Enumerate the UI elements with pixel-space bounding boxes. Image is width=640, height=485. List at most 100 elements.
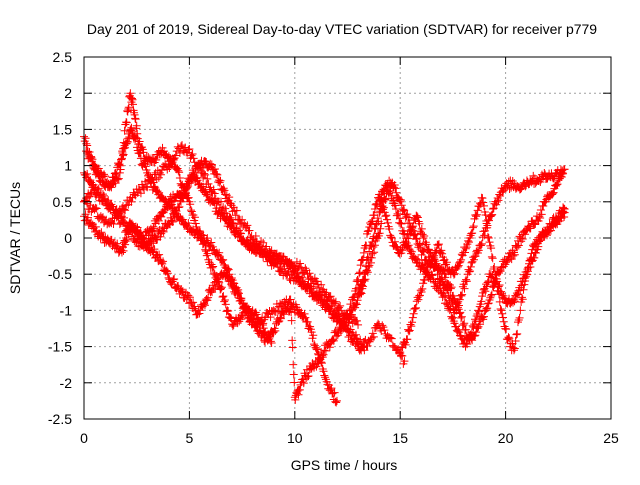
data-point [273, 262, 282, 271]
data-point [509, 251, 518, 260]
data-point [132, 121, 141, 130]
data-point [422, 240, 431, 249]
data-point [210, 270, 219, 279]
data-point [322, 288, 331, 297]
data-point [484, 299, 493, 308]
data-point [169, 217, 178, 226]
data-point [358, 342, 367, 351]
data-point [290, 378, 299, 387]
data-point [125, 223, 134, 232]
data-point [367, 241, 376, 250]
data-point [332, 398, 341, 407]
data-point [81, 134, 90, 143]
data-point [396, 352, 405, 361]
data-point [454, 301, 463, 310]
data-point [549, 188, 558, 197]
data-point [303, 317, 312, 326]
data-point [195, 309, 204, 318]
series-trace-j [82, 89, 276, 347]
series-trace-e [80, 141, 409, 368]
data-point [381, 329, 390, 338]
data-point [483, 299, 492, 308]
data-point [498, 309, 507, 318]
data-point [184, 219, 193, 228]
data-point [192, 222, 201, 231]
data-point [468, 321, 477, 330]
data-point [97, 228, 106, 237]
data-point [479, 201, 488, 210]
data-point [480, 231, 489, 240]
data-point [499, 262, 508, 271]
data-point [266, 332, 275, 341]
data-point [152, 155, 161, 164]
data-point [223, 272, 232, 281]
data-point [213, 250, 222, 259]
data-point [87, 218, 96, 227]
data-point [174, 203, 183, 212]
data-point [368, 329, 377, 338]
data-point [433, 279, 442, 288]
data-point [157, 258, 166, 267]
data-point [472, 210, 481, 219]
data-point [465, 267, 474, 276]
data-point [468, 257, 477, 266]
data-point [477, 297, 486, 306]
data-point [544, 227, 553, 236]
data-point [427, 260, 436, 269]
data-point [350, 293, 359, 302]
data-point [273, 307, 282, 316]
data-point [381, 212, 390, 221]
data-point [387, 334, 396, 343]
data-point [316, 291, 325, 300]
data-point [347, 310, 356, 319]
data-point [320, 371, 329, 380]
y-tick-label: 0 [64, 230, 72, 246]
data-point [264, 251, 273, 260]
data-point [133, 226, 142, 235]
data-point [525, 259, 534, 268]
data-point [467, 332, 476, 341]
data-point [81, 196, 90, 205]
data-point [212, 170, 221, 179]
data-point [135, 234, 144, 243]
data-point [225, 273, 234, 282]
data-point [179, 183, 188, 192]
data-point [254, 243, 263, 252]
data-point [442, 258, 451, 267]
data-point [478, 313, 487, 322]
data-point [190, 158, 199, 167]
data-point [482, 216, 491, 225]
data-point [200, 157, 209, 166]
data-point [359, 248, 368, 257]
data-point [368, 238, 377, 247]
data-point [499, 317, 508, 326]
data-point [408, 313, 417, 322]
data-point [296, 259, 305, 268]
data-point [220, 186, 229, 195]
data-point [537, 210, 546, 219]
data-point [327, 384, 336, 393]
data-point [200, 237, 209, 246]
data-point [434, 240, 443, 249]
data-point [357, 281, 366, 290]
data-point [298, 273, 307, 282]
data-point [344, 327, 353, 336]
data-point [235, 317, 244, 326]
data-point [142, 182, 151, 191]
data-point [271, 258, 280, 267]
data-point [355, 268, 364, 277]
data-point [167, 216, 176, 225]
data-point [514, 241, 523, 250]
data-point [244, 238, 253, 247]
data-point [401, 240, 410, 249]
data-point [413, 213, 422, 222]
data-point [496, 191, 505, 200]
data-point [321, 373, 330, 382]
data-point [498, 313, 507, 322]
data-point [526, 254, 535, 263]
data-point [185, 293, 194, 302]
data-point [94, 184, 103, 193]
data-point [474, 246, 483, 255]
data-point [469, 222, 478, 231]
